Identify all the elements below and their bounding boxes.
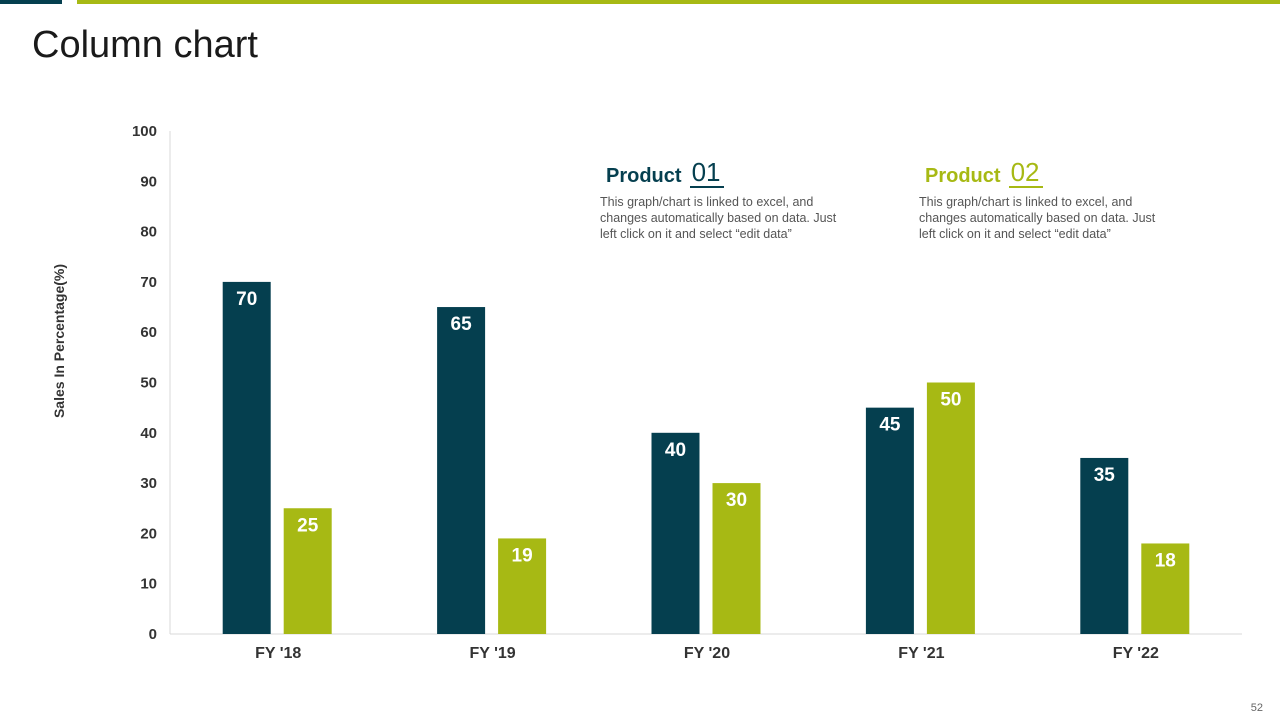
bar-product-02[interactable] [283, 508, 332, 634]
y-tick-label: 90 [140, 173, 157, 190]
legend-product-01-number: 01 [689, 158, 725, 188]
legend-product-02-description: This graph/chart is linked to excel, and… [919, 195, 1156, 241]
page-number: 52 [1250, 702, 1263, 714]
bar-data-label: 35 [1094, 465, 1116, 486]
y-tick-label: 70 [140, 274, 157, 291]
bar-data-label: 25 [297, 515, 319, 536]
bar-product-01[interactable] [651, 432, 700, 634]
x-tick-label: FY '22 [1113, 645, 1159, 662]
y-tick-label: 30 [140, 475, 157, 492]
bar-product-02[interactable] [498, 538, 547, 634]
legend-product-02-label: Product [925, 165, 1001, 187]
x-tick-label: FY '18 [255, 645, 301, 662]
y-tick-label: 10 [140, 576, 157, 593]
bar-product-02[interactable] [712, 483, 761, 634]
bar-data-label: 50 [940, 390, 961, 411]
bar-product-01[interactable] [222, 281, 271, 634]
bar-data-label: 19 [512, 545, 533, 566]
y-axis-title: Sales In Percentage(%) [51, 264, 67, 418]
top-accent-bar-dark [0, 0, 62, 4]
top-accent-bar-green [77, 0, 1280, 4]
legend-product-02-number: 02 [1008, 158, 1044, 188]
bar-product-02[interactable] [926, 382, 975, 635]
y-tick-label: 60 [140, 324, 157, 341]
bar-data-label: 18 [1155, 550, 1176, 571]
page-title: Column chart [32, 24, 258, 66]
bar-data-label: 40 [665, 440, 686, 461]
bar-data-label: 30 [726, 490, 747, 511]
legend-product-01-description: This graph/chart is linked to excel, and… [600, 195, 837, 241]
y-tick-label: 40 [140, 425, 157, 442]
bar-product-01[interactable] [1080, 457, 1129, 634]
bar-product-01[interactable] [865, 407, 914, 634]
y-tick-label: 0 [149, 626, 157, 643]
y-tick-label: 20 [140, 525, 157, 542]
x-tick-label: FY '19 [469, 645, 515, 662]
x-tick-label: FY '20 [684, 645, 730, 662]
y-tick-label: 80 [140, 224, 157, 241]
bar-data-label: 65 [451, 314, 473, 335]
bar-data-label: 45 [879, 415, 901, 436]
bar-product-01[interactable] [437, 307, 486, 634]
legend-product-02: Product 02 This graph/chart is linked to… [919, 158, 1175, 242]
y-tick-label: 100 [132, 123, 157, 140]
x-tick-label: FY '21 [898, 645, 944, 662]
bar-product-02[interactable] [1141, 543, 1190, 634]
legend-product-01: Product 01 This graph/chart is linked to… [600, 158, 856, 242]
y-tick-label: 50 [140, 375, 157, 392]
bar-data-label: 70 [236, 289, 257, 310]
legend-product-01-label: Product [606, 165, 682, 187]
